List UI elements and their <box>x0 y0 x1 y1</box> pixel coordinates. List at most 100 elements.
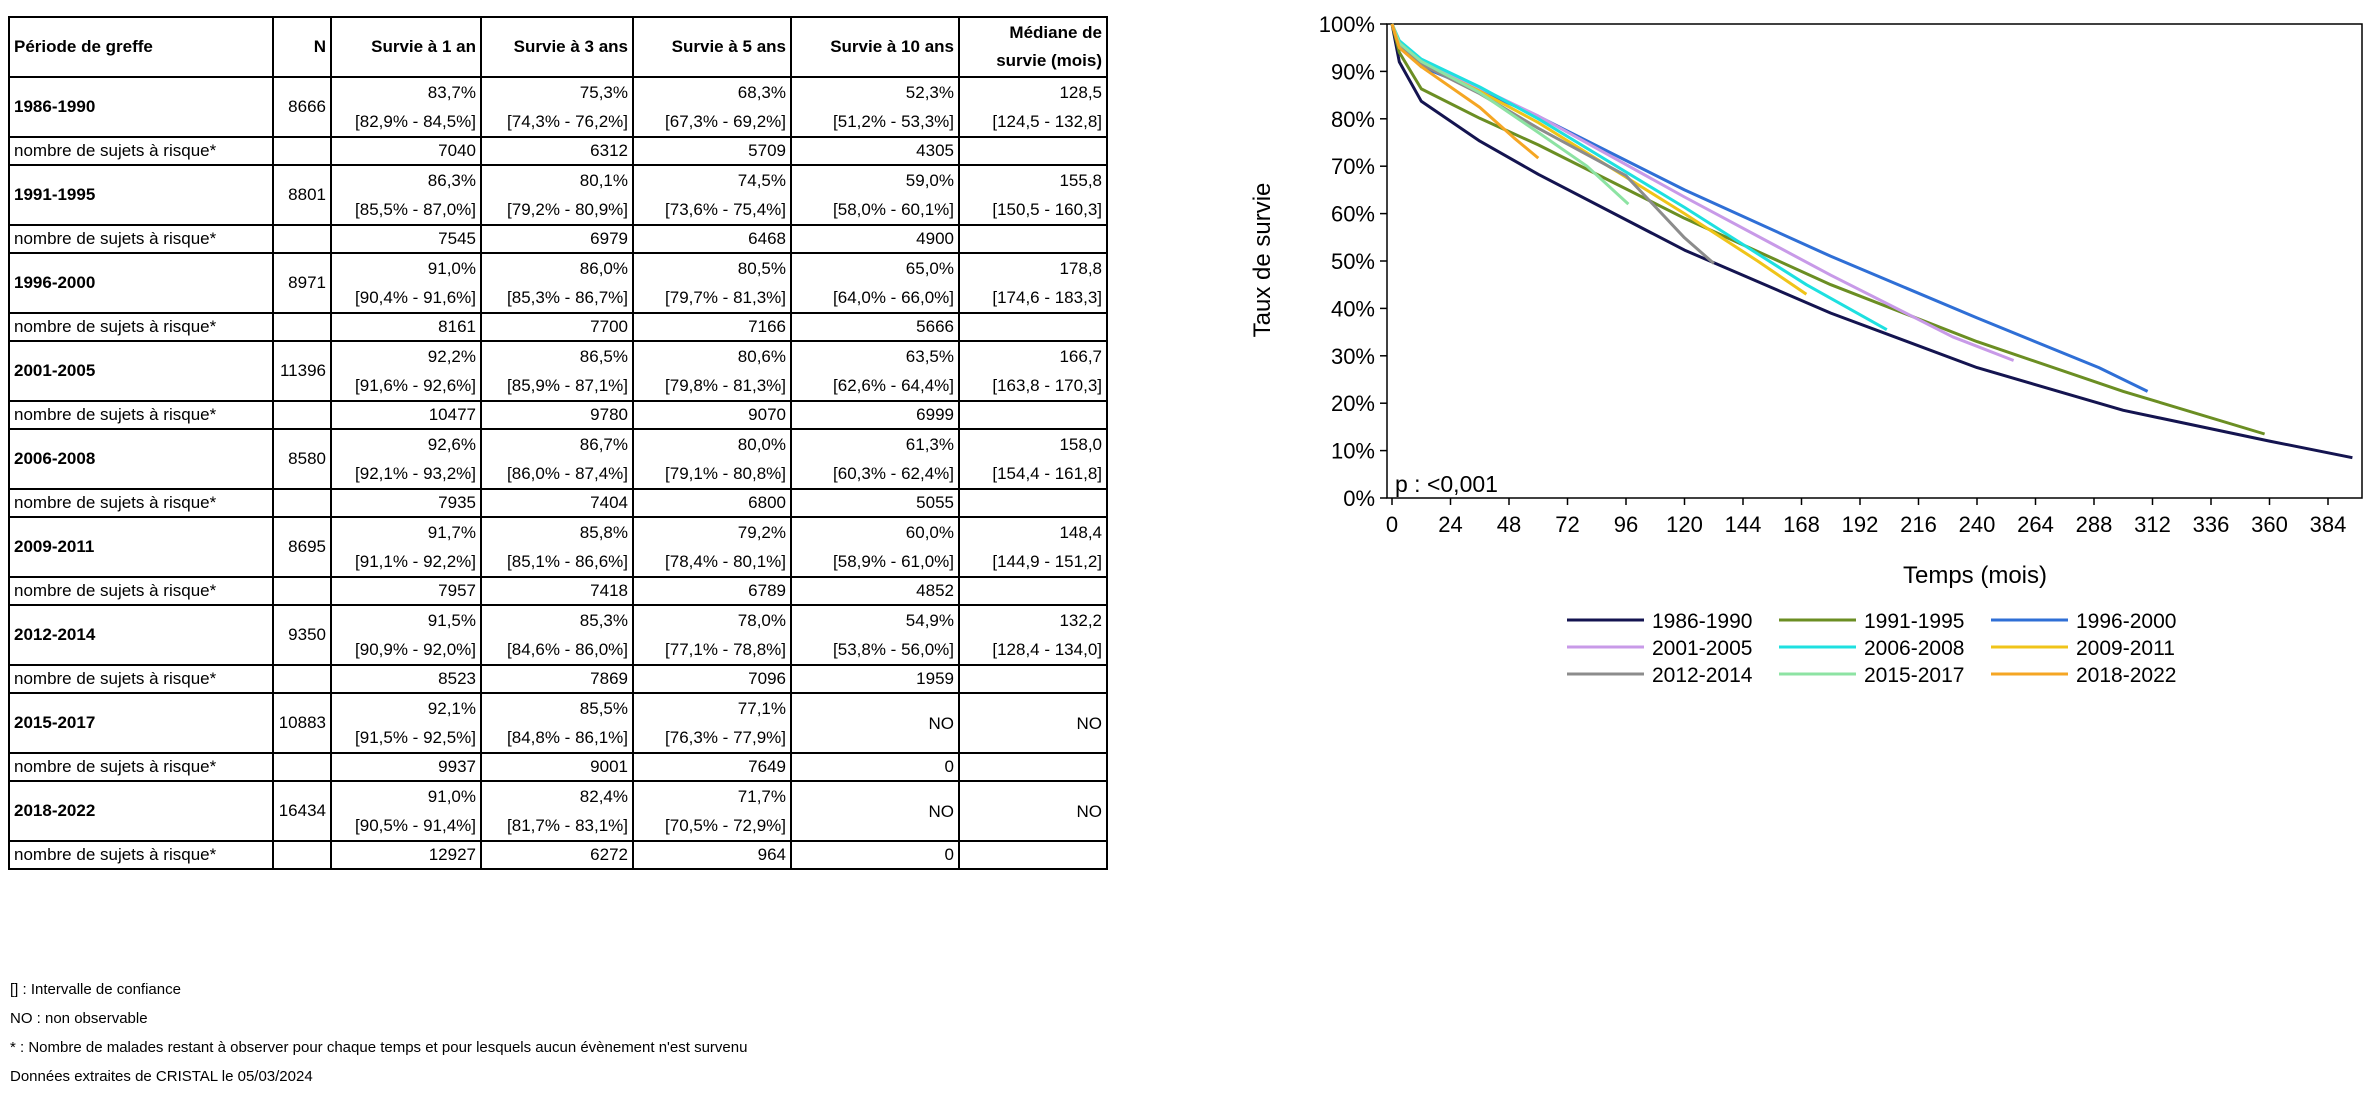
y3-value: 85,8% <box>579 523 628 542</box>
period-cell: 1986-1990 <box>8 76 274 138</box>
y10-cell: 65,0% [64,0% - 66,0%] <box>790 252 960 314</box>
risk-y5-cell: 7649 <box>632 752 792 782</box>
y1-ci: [90,5% - 91,4%] <box>355 816 476 835</box>
table-row: 2009-2011 8695 91,7% [91,1% - 92,2%] 85,8% [8… <box>8 516 1108 578</box>
risk-label: nombre de sujets à risque* <box>8 840 274 870</box>
y5-ci: [76,3% - 77,9%] <box>665 728 786 747</box>
n-cell: 10883 <box>272 692 332 754</box>
y3-ci: [86,0% - 87,4%] <box>507 464 628 483</box>
median-value: 148,4 <box>1059 523 1102 542</box>
y1-ci: [90,4% - 91,6%] <box>355 288 476 307</box>
risk-y10-cell: 1959 <box>790 664 960 694</box>
y10-cell: 61,3% [60,3% - 62,4%] <box>790 428 960 490</box>
risk-n-empty <box>272 576 332 606</box>
y3-cell: 86,5% [85,9% - 87,1%] <box>480 340 634 402</box>
y1-value: 83,7% <box>427 83 476 102</box>
y10-cell: 59,0% [58,0% - 60,1%] <box>790 164 960 226</box>
series-line-2006-2008 <box>1390 23 1888 332</box>
y1-ci: [82,9% - 84,5%] <box>355 112 476 131</box>
y10-cell: 60,0% [58,9% - 61,0%] <box>790 516 960 578</box>
risk-y1-cell: 7545 <box>330 224 482 254</box>
risk-median-empty <box>958 752 1108 782</box>
risk-y5-cell: 964 <box>632 840 792 870</box>
risk-y3-cell: 7404 <box>480 488 634 518</box>
y3-value: 75,3% <box>579 83 628 102</box>
y10-value: 52,3% <box>905 83 954 102</box>
x-tick-label: 96 <box>1614 512 1638 537</box>
risk-n-empty <box>272 400 332 430</box>
risk-median-empty <box>958 840 1108 870</box>
y-axis-label: Taux de survie <box>1249 183 1276 338</box>
risk-y10-cell: 0 <box>790 840 960 870</box>
y-tick-label: 80% <box>1331 107 1375 132</box>
x-tick-label: 336 <box>2193 512 2230 537</box>
risk-row: nombre de sujets à risque* 10477 9780 9070 6… <box>8 400 1108 430</box>
legend-label-2006-2008: 2006-2008 <box>1864 637 1964 660</box>
y1-cell: 91,5% [90,9% - 92,0%] <box>330 604 482 666</box>
y1-ci: [91,6% - 92,6%] <box>355 376 476 395</box>
median-value: 178,8 <box>1059 259 1102 278</box>
x-tick-label: 216 <box>1900 512 1937 537</box>
risk-label: nombre de sujets à risque* <box>8 488 274 518</box>
y1-cell: 92,1% [91,5% - 92,5%] <box>330 692 482 754</box>
y5-value: 78,0% <box>737 611 786 630</box>
x-tick-label: 120 <box>1666 512 1703 537</box>
x-axis-label: Temps (mois) <box>1903 562 2047 589</box>
y1-cell: 83,7% [82,9% - 84,5%] <box>330 76 482 138</box>
n-cell: 8971 <box>272 252 332 314</box>
risk-y1-cell: 8523 <box>330 664 482 694</box>
y3-value: 86,0% <box>579 259 628 278</box>
y3-cell: 80,1% [79,2% - 80,9%] <box>480 164 634 226</box>
y3-value: 86,7% <box>579 435 628 454</box>
y5-ci: [77,1% - 78,8%] <box>665 640 786 659</box>
n-cell: 8666 <box>272 76 332 138</box>
period-cell: 1991-1995 <box>8 164 274 226</box>
y3-value: 85,5% <box>579 699 628 718</box>
y-tick-label: 0% <box>1343 486 1375 511</box>
risk-n-empty <box>272 312 332 342</box>
risk-row: nombre de sujets à risque* 7935 7404 6800 50… <box>8 488 1108 518</box>
y1-value: 91,0% <box>427 787 476 806</box>
median-cell: 158,0 [154,4 - 161,8] <box>958 428 1108 490</box>
col-header-y1: Survie à 1 an <box>330 16 482 78</box>
y1-ci: [85,5% - 87,0%] <box>355 200 476 219</box>
y10-ci: [51,2% - 53,3%] <box>833 112 954 131</box>
y1-value: 92,2% <box>427 347 476 366</box>
risk-y5-cell: 9070 <box>632 400 792 430</box>
median-ci: [144,9 - 151,2] <box>992 552 1102 571</box>
legend-label-1986-1990: 1986-1990 <box>1652 610 1752 633</box>
risk-row: nombre de sujets à risque* 7545 6979 6468 49… <box>8 224 1108 254</box>
period-cell: 2012-2014 <box>8 604 274 666</box>
table-row: 1991-1995 8801 86,3% [85,5% - 87,0%] 80,1% [7… <box>8 164 1108 226</box>
y1-ci: [92,1% - 93,2%] <box>355 464 476 483</box>
y1-value: 91,5% <box>427 611 476 630</box>
x-tick-label: 0 <box>1386 512 1398 537</box>
median-value: NO <box>1076 713 1103 733</box>
risk-y3-cell: 9780 <box>480 400 634 430</box>
legend-label-2018-2022: 2018-2022 <box>2076 664 2176 687</box>
y5-cell: 80,5% [79,7% - 81,3%] <box>632 252 792 314</box>
risk-n-empty <box>272 752 332 782</box>
y5-ci: [67,3% - 69,2%] <box>665 112 786 131</box>
y10-ci: [64,0% - 66,0%] <box>833 288 954 307</box>
y5-value: 74,5% <box>737 171 786 190</box>
y1-cell: 91,7% [91,1% - 92,2%] <box>330 516 482 578</box>
x-tick-label: 72 <box>1555 512 1579 537</box>
series-line-1996-2000 <box>1390 23 2149 393</box>
risk-y5-cell: 7096 <box>632 664 792 694</box>
y10-value: 59,0% <box>905 171 954 190</box>
y10-ci: [58,9% - 61,0%] <box>833 552 954 571</box>
y3-cell: 85,5% [84,8% - 86,1%] <box>480 692 634 754</box>
y3-value: 86,5% <box>579 347 628 366</box>
risk-y1-cell: 12927 <box>330 840 482 870</box>
y3-ci: [85,1% - 86,6%] <box>507 552 628 571</box>
y3-cell: 86,7% [86,0% - 87,4%] <box>480 428 634 490</box>
risk-median-empty <box>958 488 1108 518</box>
y10-value: 63,5% <box>905 347 954 366</box>
series-line-1986-1990 <box>1390 23 2353 460</box>
median-value: 132,2 <box>1059 611 1102 630</box>
x-tick-label: 264 <box>2017 512 2054 537</box>
y5-cell: 77,1% [76,3% - 77,9%] <box>632 692 792 754</box>
y1-value: 91,0% <box>427 259 476 278</box>
legend-label-1996-2000: 1996-2000 <box>2076 610 2176 633</box>
